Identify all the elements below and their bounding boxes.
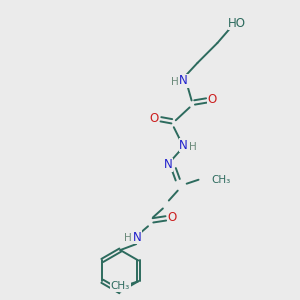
Text: H: H: [189, 142, 196, 152]
Text: N: N: [179, 139, 188, 152]
Text: HO: HO: [228, 17, 246, 30]
Text: CH₃: CH₃: [111, 281, 130, 291]
Text: O: O: [208, 93, 217, 106]
Text: N: N: [164, 158, 172, 171]
Text: CH₃: CH₃: [212, 175, 231, 185]
Text: H: H: [171, 76, 178, 87]
Text: O: O: [149, 112, 159, 125]
Text: N: N: [179, 74, 188, 87]
Text: H: H: [124, 233, 132, 243]
Text: N: N: [133, 231, 142, 244]
Text: O: O: [167, 211, 176, 224]
